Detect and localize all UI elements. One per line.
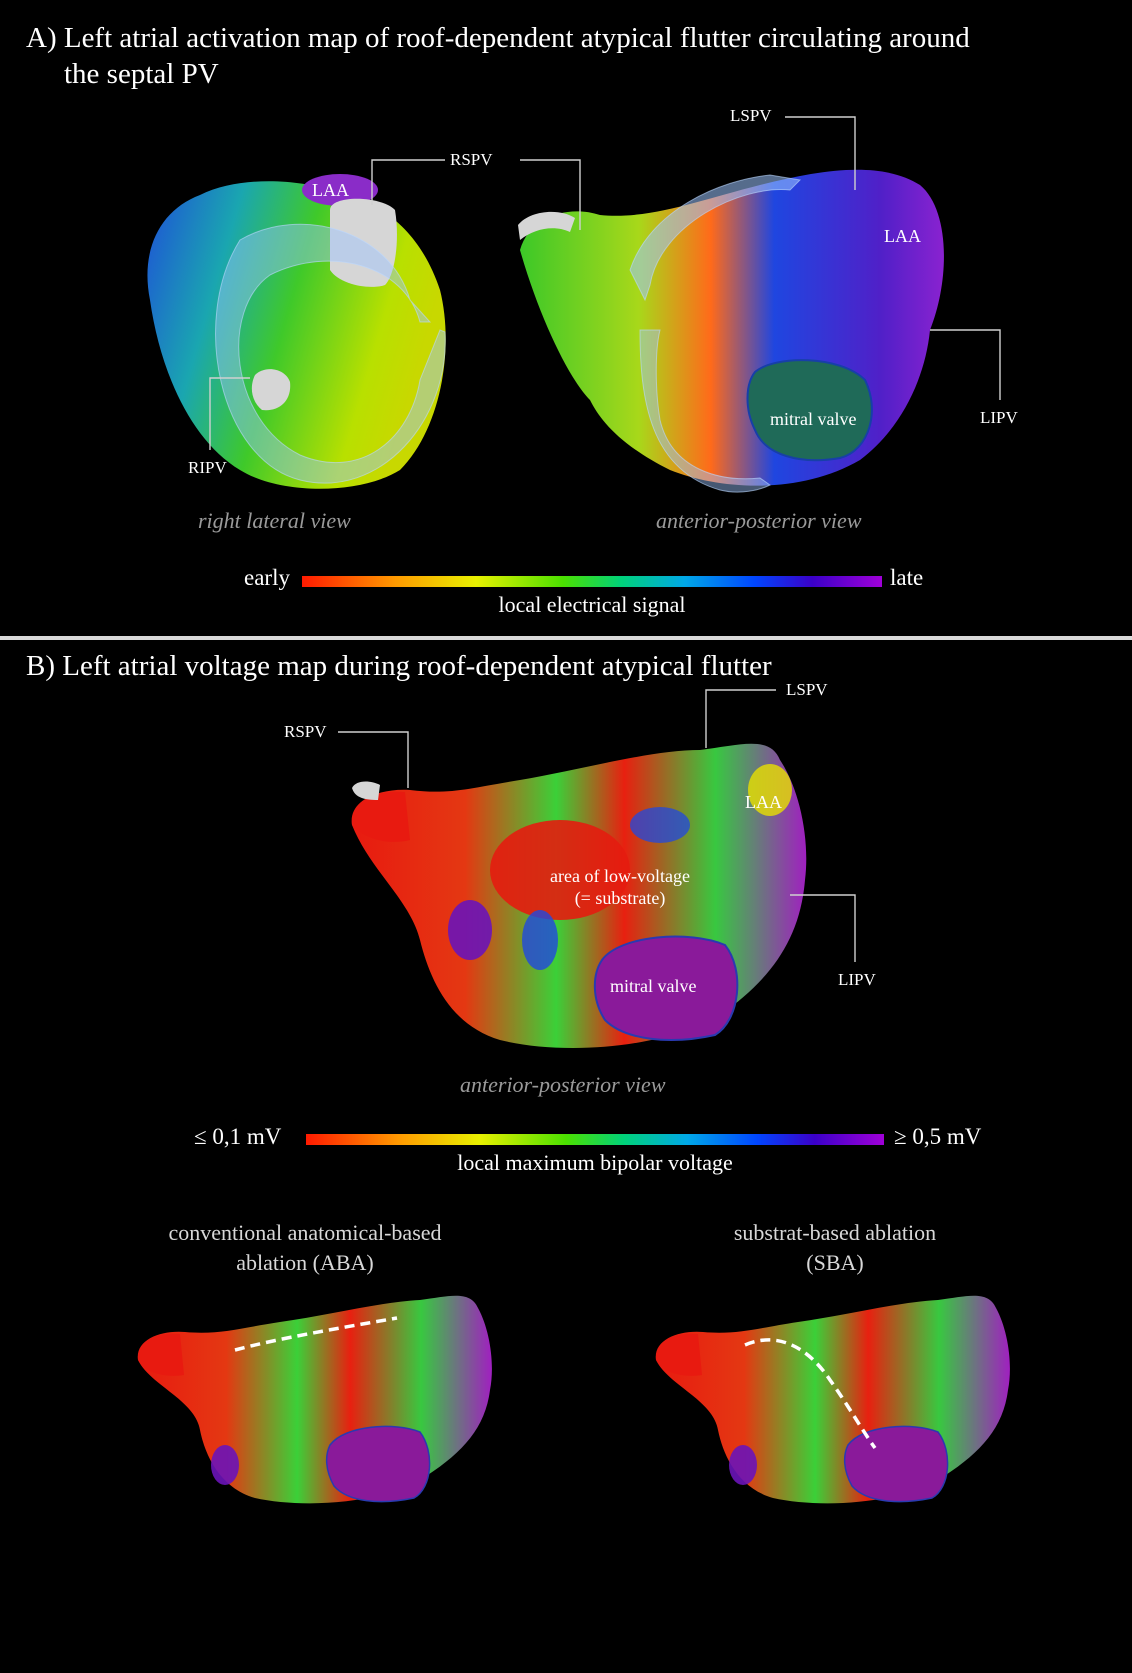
aba-ablation-line: [234, 1316, 398, 1352]
left-atrium-ap-view: [518, 169, 944, 493]
scale-a-caption: local electrical signal: [498, 592, 686, 617]
label-ripv: RIPV: [188, 458, 227, 477]
label-lspv-b: LSPV: [786, 680, 828, 699]
color-scale-bar-b: [306, 1134, 884, 1145]
color-scale-bar-a: [302, 576, 882, 587]
aba-label-line1: conventional anatomical-based: [168, 1220, 442, 1245]
panel-a-title-line2: the septal PV: [64, 58, 219, 90]
scale-b-left: ≤ 0,1 mV: [194, 1124, 282, 1149]
label-mitral-valve-b: mitral valve: [610, 976, 697, 996]
panel-a-activation-map: A) Left atrial activation map of roof-de…: [0, 0, 1132, 636]
label-low-voltage-2: (= substrate): [574, 888, 666, 908]
mitral-valve-main: [593, 935, 739, 1041]
scale-b-right: ≥ 0,5 mV: [894, 1124, 982, 1149]
label-rspv-a: RSPV: [450, 150, 493, 169]
label-mitral-valve-a: mitral valve: [770, 409, 857, 429]
label-lipv-b: LIPV: [838, 970, 876, 989]
panel-b-title: B) Left atrial voltage map during roof-d…: [26, 650, 772, 682]
label-laa-b: LAA: [745, 792, 782, 812]
scale-b-caption: local maximum bipolar voltage: [457, 1150, 733, 1175]
rspv-ostium-left: [330, 198, 397, 287]
label-low-voltage-1: area of low-voltage: [550, 866, 690, 886]
reentry-arrow-upper: [629, 174, 802, 302]
sba-label-line1: substrat-based ablation: [733, 1220, 937, 1245]
label-lipv-a: LIPV: [980, 408, 1018, 427]
reentry-arrow-lower: [639, 329, 771, 493]
voltage-map-main: [351, 743, 807, 1048]
panel-b-illustration: [137, 689, 1010, 1504]
scale-a-left: early: [244, 565, 290, 590]
view-label-ap-b: anterior-posterior view: [460, 1072, 666, 1097]
rspv-ostium-right: [518, 211, 575, 240]
sba-label-line2: (SBA): [806, 1250, 864, 1275]
label-laa-right: LAA: [884, 226, 921, 246]
panel-divider: [0, 636, 1132, 640]
label-laa-left: LAA: [312, 180, 349, 200]
view-label-ap-a: anterior-posterior view: [656, 508, 862, 533]
voltage-map-sba: [655, 1295, 1010, 1504]
panel-b-callout-lines: [338, 689, 856, 962]
left-atrium-lateral-view: [147, 174, 446, 489]
panel-a-title-line1: A) Left atrial activation map of roof-de…: [26, 22, 970, 54]
label-rspv-b: RSPV: [284, 722, 327, 741]
laa-left-marker: [302, 174, 378, 206]
panel-a-callout-lines: [209, 116, 1001, 450]
voltage-map-aba: [137, 1295, 492, 1504]
sba-ablation-line: [744, 1338, 877, 1450]
panel-b-voltage-map: B) Left atrial voltage map during roof-d…: [0, 640, 1132, 1673]
ripv-ostium: [251, 369, 291, 411]
aba-label-line2: ablation (ABA): [236, 1250, 374, 1275]
label-lspv-a: LSPV: [730, 106, 772, 125]
scale-a-right: late: [890, 565, 924, 590]
panel-a-illustration: [147, 116, 1001, 493]
reentry-arrow-left: [215, 223, 446, 484]
mitral-valve-ap: [746, 359, 873, 462]
view-label-right-lateral: right lateral view: [198, 508, 351, 533]
